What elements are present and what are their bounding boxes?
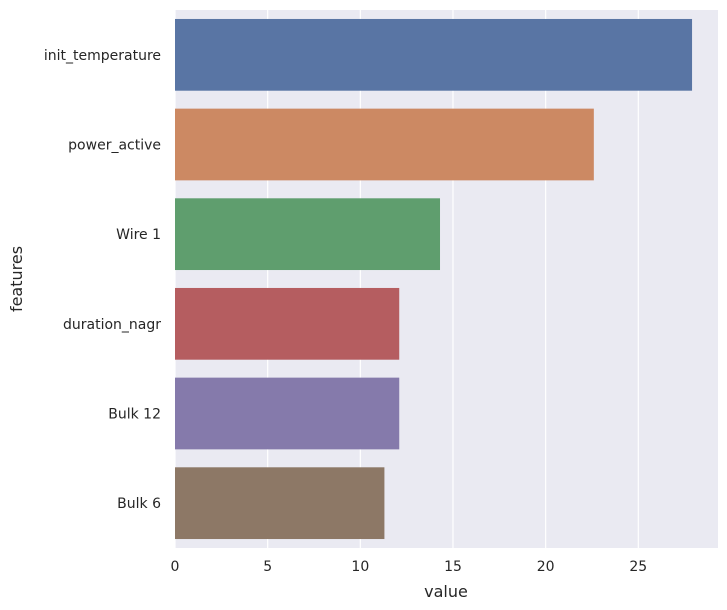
y-axis-label: features	[7, 246, 26, 312]
x-axis-label: value	[424, 582, 468, 601]
y-category-label: init_temperature	[44, 48, 161, 64]
bars	[175, 18, 693, 540]
y-category-labels: init_temperature power_active Wire 1 durati…	[44, 48, 161, 512]
bar	[175, 377, 400, 450]
x-tick-label: 0	[171, 559, 180, 575]
x-tick-labels: 0 5 10 15 20 25	[171, 559, 648, 575]
x-tick-label: 25	[629, 559, 647, 575]
bar	[175, 287, 400, 360]
bar	[175, 198, 441, 271]
y-category-label: Bulk 12	[108, 407, 161, 423]
x-tick-label: 15	[444, 559, 462, 575]
gridlines	[174, 10, 639, 548]
y-category-label: Wire 1	[116, 227, 161, 243]
x-tick-label: 10	[351, 559, 369, 575]
bar	[175, 467, 385, 540]
x-tick-label: 20	[537, 559, 555, 575]
x-tick-label: 5	[263, 559, 272, 575]
bar	[175, 108, 594, 181]
y-category-label: power_active	[68, 138, 161, 154]
y-category-label: duration_nagr	[63, 317, 161, 333]
bar	[175, 18, 693, 91]
y-category-label: Bulk 6	[117, 496, 161, 512]
plot-area	[175, 10, 718, 548]
